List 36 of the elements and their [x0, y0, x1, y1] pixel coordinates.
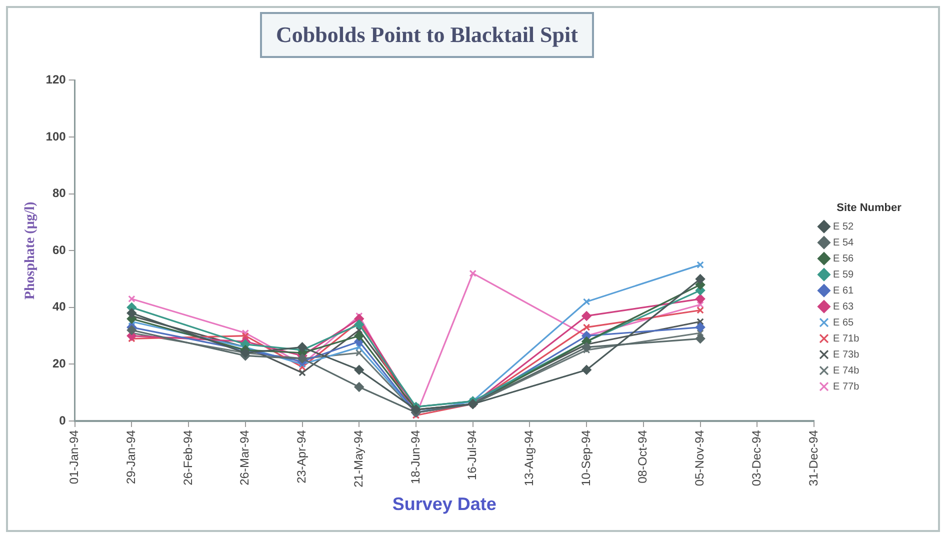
- y-tick-label: 60: [52, 242, 66, 257]
- legend-label: E 56: [833, 253, 854, 264]
- y-tick-label: 20: [52, 356, 66, 371]
- legend-label: E 61: [833, 285, 854, 296]
- x-tick-label: 21-May-94: [351, 430, 366, 488]
- y-tick-label: 80: [52, 186, 66, 200]
- x-tick-label: 23-Apr-94: [294, 430, 309, 484]
- legend-label: E 52: [833, 221, 854, 232]
- chart-title: Cobbolds Point to Blacktail Spit: [260, 12, 594, 58]
- legend-label: E 54: [833, 237, 854, 248]
- y-tick-label: 100: [46, 129, 66, 144]
- x-tick-label: 10-Sep-94: [578, 430, 593, 486]
- legend-label: E 63: [833, 301, 854, 312]
- y-tick-label: 40: [52, 300, 66, 314]
- y-tick-label: 120: [46, 72, 66, 87]
- x-tick-label: 03-Dec-94: [749, 430, 764, 486]
- x-tick-label: 26-Feb-94: [180, 430, 195, 486]
- legend-title: Site Number: [836, 202, 902, 214]
- x-tick-label: 01-Jan-94: [67, 430, 82, 484]
- legend-label: E 65: [833, 317, 854, 328]
- legend-label: E 59: [833, 269, 854, 280]
- x-tick-label: 31-Dec-94: [806, 430, 820, 486]
- x-tick-label: 26-Mar-94: [238, 430, 252, 486]
- y-tick-label: 0: [59, 413, 66, 428]
- x-tick-label: 16-Jul-94: [465, 430, 480, 480]
- x-tick-label: 08-Oct-94: [636, 430, 650, 484]
- y-axis-title: Phosphate (µg/l): [23, 201, 38, 300]
- x-axis-title: Survey Date: [392, 494, 496, 514]
- x-tick-label: 29-Jan-94: [124, 430, 138, 484]
- x-tick-label: 05-Nov-94: [692, 430, 707, 486]
- legend-label: E 73b: [833, 349, 860, 360]
- legend-label: E 71b: [833, 333, 860, 344]
- legend-label: E 77b: [833, 381, 860, 392]
- legend-label: E 74b: [833, 365, 860, 376]
- x-tick-label: 18-Jun-94: [408, 430, 422, 484]
- x-tick-label: 13-Aug-94: [522, 430, 536, 486]
